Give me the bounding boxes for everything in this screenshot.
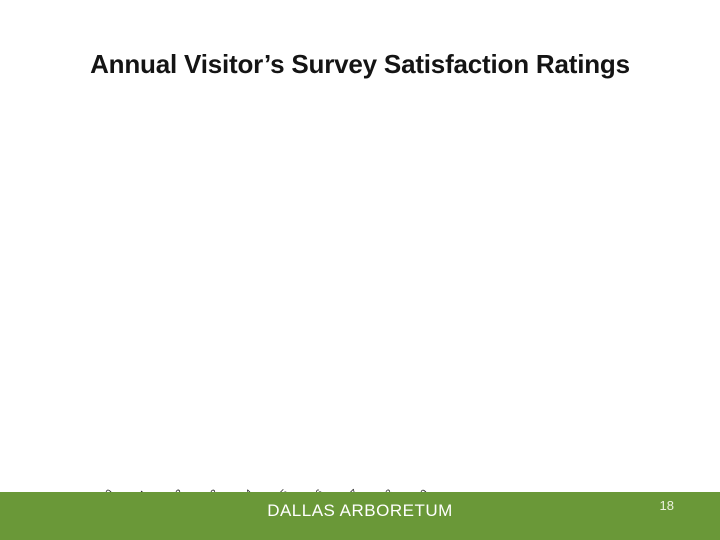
slide-title: Annual Visitor’s Survey Satisfaction Rat…	[90, 49, 630, 79]
slide-page-number: 18	[659, 498, 674, 513]
chart-plot-area: Spring 2010 Spring 2011 Spring 2012 Spri…	[0, 110, 720, 534]
footer-organization-name: DALLAS ARBORETUM	[267, 501, 453, 520]
footer-band: DALLAS ARBORETUM 18	[0, 492, 720, 540]
